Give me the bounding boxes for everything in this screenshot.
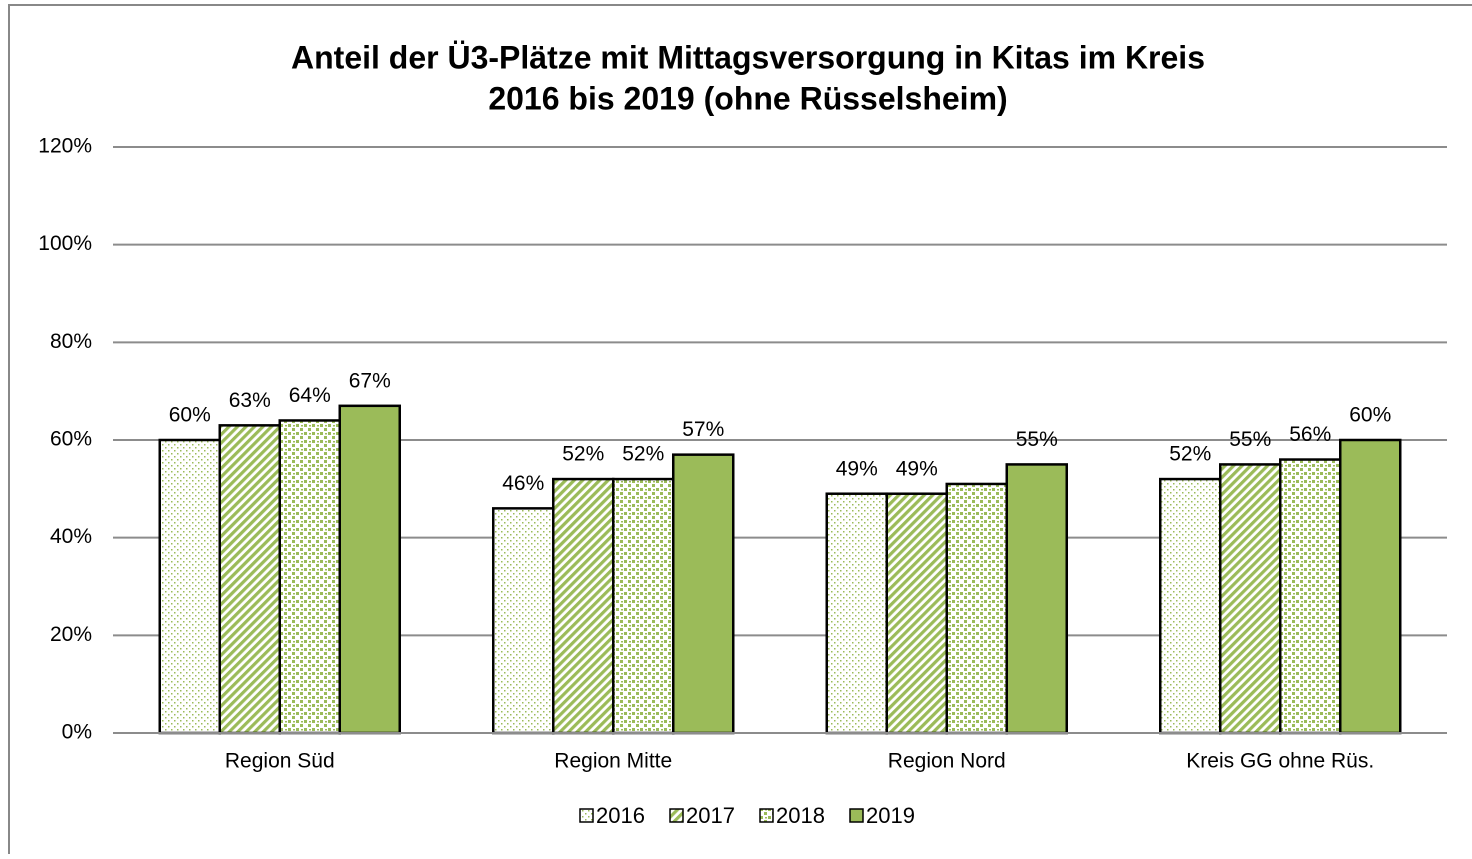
bar (158, 438, 221, 735)
x-tick-label: Region Süd (225, 750, 335, 773)
bar (492, 507, 555, 735)
legend-label: 2019 (866, 803, 915, 828)
data-label: 55% (1229, 428, 1271, 451)
bar (278, 419, 341, 735)
legend-swatch (669, 808, 684, 823)
y-tick-label: 80% (50, 330, 92, 353)
legend-swatch (579, 808, 594, 823)
data-label: 52% (1169, 443, 1211, 466)
data-label: 57% (682, 418, 724, 441)
legend-swatch (759, 808, 774, 823)
bar (612, 477, 675, 735)
bar (1219, 463, 1282, 735)
y-tick-label: 120% (38, 135, 92, 158)
bar (885, 492, 948, 735)
legend-label: 2016 (596, 803, 645, 828)
y-tick-label: 100% (38, 232, 92, 255)
x-tick-label: Region Mitte (554, 750, 672, 773)
data-label: 55% (1016, 428, 1058, 451)
y-tick-label: 20% (50, 623, 92, 646)
data-label: 64% (289, 384, 331, 407)
data-label: 60% (1349, 404, 1391, 427)
data-label: 49% (836, 457, 878, 480)
bar (825, 492, 888, 735)
bar (945, 482, 1008, 735)
y-tick-label: 0% (62, 721, 92, 744)
data-label: 49% (896, 457, 938, 480)
x-tick-label: Region Nord (888, 750, 1006, 773)
bar (672, 453, 735, 735)
legend-label: 2018 (776, 803, 825, 828)
bar (1005, 463, 1068, 735)
legend-label: 2017 (686, 803, 735, 828)
legend-swatch (849, 808, 864, 823)
data-label: 60% (169, 404, 211, 427)
x-tick-label: Kreis GG ohne Rüs. (1186, 750, 1374, 773)
bar (338, 404, 401, 735)
y-tick-label: 60% (50, 428, 92, 451)
data-label: 52% (622, 443, 664, 466)
bar (552, 477, 615, 735)
y-tick-label: 40% (50, 525, 92, 548)
data-label: 52% (562, 443, 604, 466)
chart-title: Anteil der Ü3-Plätze mit Mittagsversorgu… (291, 39, 1205, 75)
bar (1339, 438, 1402, 735)
bar (218, 424, 281, 735)
bar (1279, 458, 1342, 735)
data-label: 46% (502, 472, 544, 495)
data-label: 67% (349, 369, 391, 392)
bar (1159, 477, 1222, 735)
data-label: 63% (229, 389, 271, 412)
chart-subtitle: 2016 bis 2019 (ohne Rüsselsheim) (488, 80, 1007, 116)
data-label: 56% (1289, 423, 1331, 446)
